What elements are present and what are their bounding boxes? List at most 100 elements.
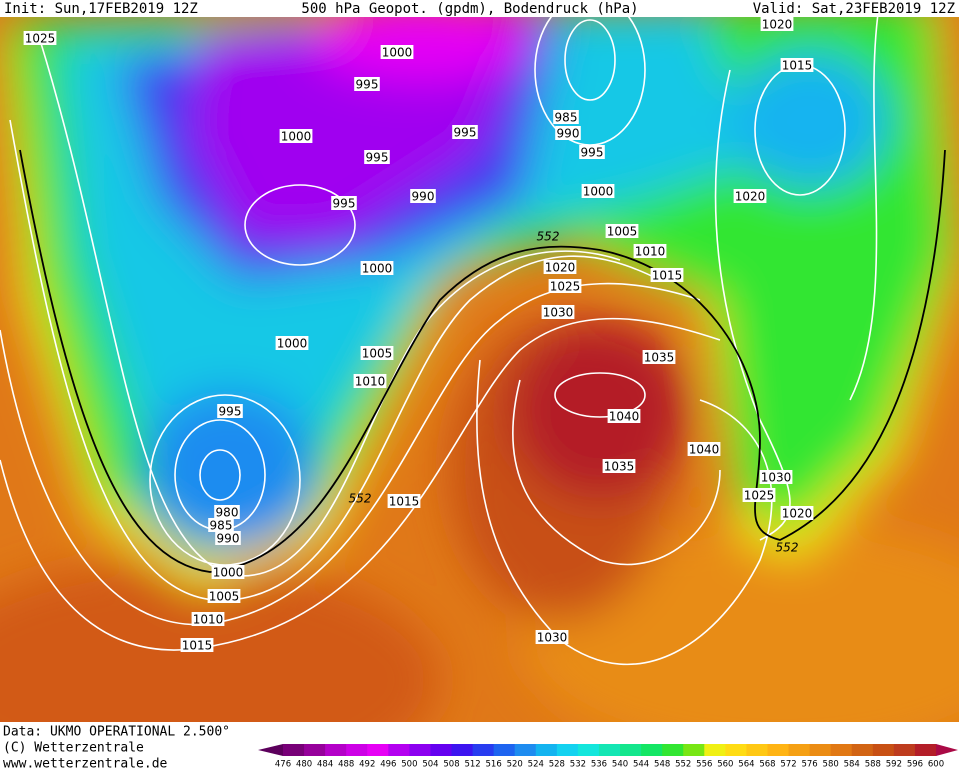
colorbar-segment (788, 744, 811, 756)
isobar-label: 990 (557, 127, 580, 141)
isobar-label-box (555, 126, 581, 140)
isobar-label-box (211, 565, 245, 579)
isobar-label-box (541, 305, 575, 319)
colorbar-segment (725, 744, 747, 756)
isobar-label-box (275, 336, 309, 350)
colorbar-segment (493, 744, 516, 756)
isobar-label-box (23, 31, 57, 45)
isobar-label: 1030 (761, 471, 792, 485)
isobar-label: 1000 (281, 130, 312, 144)
isobar-label: 1000 (382, 46, 413, 60)
copyright: (C) Wetterzentrale (3, 741, 144, 756)
colorbar-segment (746, 744, 768, 756)
data-source: Data: UKMO OPERATIONAL 2.500° (3, 725, 230, 740)
isobar-label-box (760, 17, 794, 31)
colorbar-segment (451, 744, 474, 756)
isobar-label-box (217, 404, 243, 418)
colorbar-label: 552 (675, 760, 691, 770)
isobar-label-box (279, 129, 313, 143)
isobar-label: 995 (219, 405, 242, 419)
isobar-label: 1000 (583, 185, 614, 199)
isobar-label: 1005 (362, 347, 393, 361)
isobar-label: 980 (216, 506, 239, 520)
colorbar-segment (851, 744, 874, 756)
colorbar-segment (767, 744, 790, 756)
isobar-label-box (780, 506, 814, 520)
isobar-label-box (602, 459, 636, 473)
colorbar-label: 520 (507, 760, 523, 770)
isobar-label: 995 (366, 151, 389, 165)
colorbar-segment (641, 744, 663, 756)
isobar-label: 1010 (635, 245, 666, 259)
colorbar-label: 548 (654, 760, 670, 770)
colorbar-label: 488 (338, 760, 354, 770)
colorbar-label: 584 (844, 760, 860, 770)
colorbar-segment (662, 744, 684, 756)
isobar-label: 1040 (609, 410, 640, 424)
colorbar-label: 596 (907, 760, 923, 770)
init-time: Init: Sun,17FEB2019 12Z (4, 1, 198, 17)
isobar-label: 1000 (213, 566, 244, 580)
colorbar-label: 524 (528, 760, 544, 770)
height-label: 552 (349, 492, 372, 506)
colorbar-segment (472, 744, 495, 756)
isobar-label-box (605, 224, 639, 238)
isobar-label-box (733, 189, 767, 203)
isobar-label-box (607, 409, 641, 423)
isobar-label-box (215, 531, 241, 545)
isobar-label-box (387, 494, 421, 508)
colorbar-segment (409, 744, 431, 756)
colorbar-segment (830, 744, 853, 756)
colorbar-segment (704, 744, 726, 756)
isobar-label: 990 (217, 532, 240, 546)
isobar-label: 1035 (644, 351, 675, 365)
isobar-label-box (780, 58, 814, 72)
isobar-label-box (331, 196, 357, 210)
isobar-label-box (553, 110, 579, 124)
isobar-label: 995 (581, 146, 604, 160)
colorbar-label: 564 (738, 760, 754, 770)
isobar-label-box (410, 189, 436, 203)
isobar-label: 985 (210, 519, 233, 533)
contour-552 (19, 149, 946, 573)
isobar-label: 1000 (362, 262, 393, 276)
isobar-label: 1025 (744, 489, 775, 503)
colorbar-segment (304, 744, 326, 756)
isobar-label: 1010 (355, 375, 386, 389)
colorbar-segment (872, 744, 895, 756)
isobar-label-box (633, 244, 667, 258)
colorbar-segment (556, 744, 579, 756)
colorbar-label: 576 (801, 760, 817, 770)
isobar-label: 995 (356, 78, 379, 92)
isobar-label: 990 (412, 190, 435, 204)
isobar-label: 1010 (193, 613, 224, 627)
isobar-label: 1015 (782, 59, 813, 73)
height-label: 552 (537, 230, 560, 244)
colorbar-segment (914, 744, 937, 756)
colorbar-label: 492 (359, 760, 375, 770)
colorbar-end (936, 744, 958, 756)
isobar-label: 995 (333, 197, 356, 211)
isobar-label-box (360, 346, 394, 360)
isobar-label-box (543, 260, 577, 274)
height-label: 552 (776, 541, 799, 555)
map-title: 500 hPa Geopot. (gpdm), Bodendruck (hPa) (301, 1, 638, 17)
colorbar-label: 476 (275, 760, 291, 770)
colorbar-label: 572 (780, 760, 796, 770)
colorbar-end (258, 744, 283, 756)
colorbar-segment (325, 744, 347, 756)
header-bar (0, 0, 959, 17)
isobar-label: 1000 (277, 337, 308, 351)
colorbar-label: 484 (317, 760, 333, 770)
colorbar-label: 568 (759, 760, 775, 770)
isobar-label-box (452, 125, 478, 139)
isobar-label-box (642, 350, 676, 364)
isobar-label-box (353, 374, 387, 388)
colorbar-label: 588 (865, 760, 881, 770)
isobar-label: 1015 (652, 269, 683, 283)
isobar-label: 1020 (735, 190, 766, 204)
colorbar-label: 560 (717, 760, 733, 770)
colorbar-segment (430, 744, 453, 756)
colorbar-segment (283, 744, 305, 756)
url: www.wetterzentrale.de (3, 757, 168, 770)
